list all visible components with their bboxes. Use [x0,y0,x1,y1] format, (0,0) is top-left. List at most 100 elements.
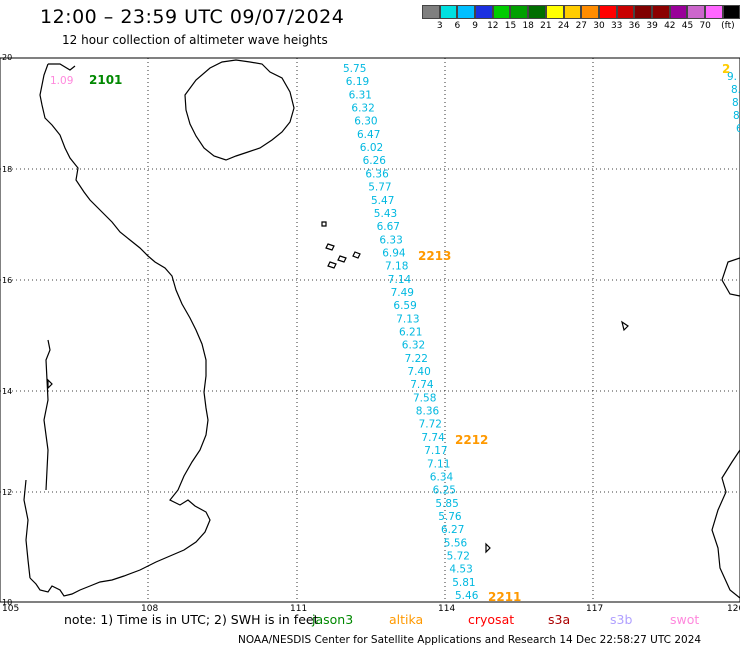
swh-value: 6.02 [360,142,383,154]
swh-value: 6.31 [349,89,372,101]
swh-value: 6.47 [357,129,380,141]
swh-value: 6.21 [399,327,422,339]
lat-tick-label: 12 [2,488,12,497]
lon-tick-label: 108 [141,604,158,614]
scale-label: 18 [522,21,534,31]
scale-swatch [422,5,440,19]
swh-value: 6.67 [377,221,400,233]
track-pass-label: 2 [722,62,730,76]
swh-value: 7.74 [410,379,434,391]
scale-label: 21 [540,21,552,31]
lat-tick-label: 10 [2,598,12,607]
satellite-legend-item: jason3 [312,612,354,627]
swh-value: 6.32 [402,340,425,352]
swh-value: 5.46 [455,590,479,602]
lon-tick-label: 120 [727,604,740,614]
scale-swatch [651,5,670,19]
swh-value: 5.56 [444,537,468,549]
lon-tick-label: 114 [438,604,455,614]
swh-value: 6.94 [382,247,406,259]
swh-value: 7.18 [385,261,408,273]
scale-swatch [492,5,511,19]
swh-value: 5.76 [438,511,462,523]
swh-value: 6.32 [351,103,374,115]
swh-value: 7.58 [413,392,436,404]
wave-height-color-scale [422,5,740,19]
scale-label: 15 [504,21,517,31]
swh-value: 7.72 [419,419,442,431]
axis-tick-labels: 105 108 111 114 117 120 20 18 16 14 12 10 [2,53,740,614]
page-title: 12:00 – 23:59 UTC 09/07/2024 [40,6,345,28]
lon-tick-label: 117 [586,604,603,614]
swh-value: 5.72 [447,550,470,562]
swh-value: 8.36 [416,406,440,418]
lat-tick-label: 14 [2,387,12,396]
small-island-9 [43,339,51,491]
swh-track-values: 5.756.196.316.326.306.476.026.266.365.77… [50,63,740,602]
scale-label: 12 [487,21,499,31]
swh-value: 7.40 [407,366,430,378]
lon-tick-label: 111 [290,604,307,614]
scale-label: 45 [681,21,694,31]
scale-label: 6 [454,21,461,31]
coastline [23,59,740,599]
map-frame [0,57,740,603]
lat-tick-label: 18 [2,165,12,174]
swh-value: 7.74 [421,432,445,444]
philippines-coast-north [721,257,740,297]
scale-swatch [563,5,582,19]
scale-swatch [475,5,493,19]
swh-value: 6.33 [379,234,402,246]
scale-label: 27 [575,21,588,31]
small-island-7 [47,378,53,390]
scale-swatch [616,5,635,19]
scale-swatch [705,5,723,19]
swh-value: 8 [732,97,739,109]
scale-swatch [598,5,617,19]
scale-label: 70 [699,21,711,31]
scale-label: 33 [610,21,623,31]
scale-label: 3 [436,21,443,31]
swh-value: 5.75 [343,63,366,75]
scale-label: 36 [628,21,641,31]
small-island-8 [485,542,491,554]
swh-value: 7.11 [427,458,450,470]
scale-swatch [457,5,476,19]
swh-value: 6.25 [433,485,456,497]
map-grid [0,58,740,602]
lon-tick-label: 105 [2,604,19,614]
lat-tick-label: 16 [2,276,12,285]
swh-value: 5.77 [368,182,391,194]
swh-value: 4.53 [449,564,472,576]
paracel-island-4 [352,251,361,259]
paracel-island-1 [325,243,335,251]
swh-value: 6.19 [346,76,369,88]
swh-value: 6.36 [365,168,389,180]
track-labels: 2213 2212 2211 2101 2 [89,62,730,604]
small-island-6 [621,320,629,332]
coast-north-segment [48,63,76,71]
scale-swatch [581,5,599,19]
swh-value: 8 [733,110,740,122]
hainan-island [184,59,295,161]
scale-swatch [439,5,458,19]
swh-value: 8. [731,84,740,96]
swh-value: 5.85 [435,498,458,510]
satellite-legend-item: s3b [610,612,633,627]
track-pass-label: 2211 [488,590,521,604]
credit-line: NOAA/NESDIS Center for Satellite Applica… [238,634,702,646]
satellite-legend-item: s3a [548,612,571,627]
scale-label: 42 [664,21,676,31]
scale-swatch [528,5,546,19]
swh-value: 7.13 [396,313,419,325]
swh-value: 5.81 [452,577,475,589]
swh-value: 5.47 [371,195,394,207]
swh-value: 6.26 [363,155,387,167]
swh-value: 7.14 [388,274,412,286]
small-island-5 [321,221,327,227]
swh-value: 9. [727,71,737,83]
swh-value: 5.43 [374,208,397,220]
scale-swatch [687,5,705,19]
satellite-legend-item: cryosat [468,612,515,627]
